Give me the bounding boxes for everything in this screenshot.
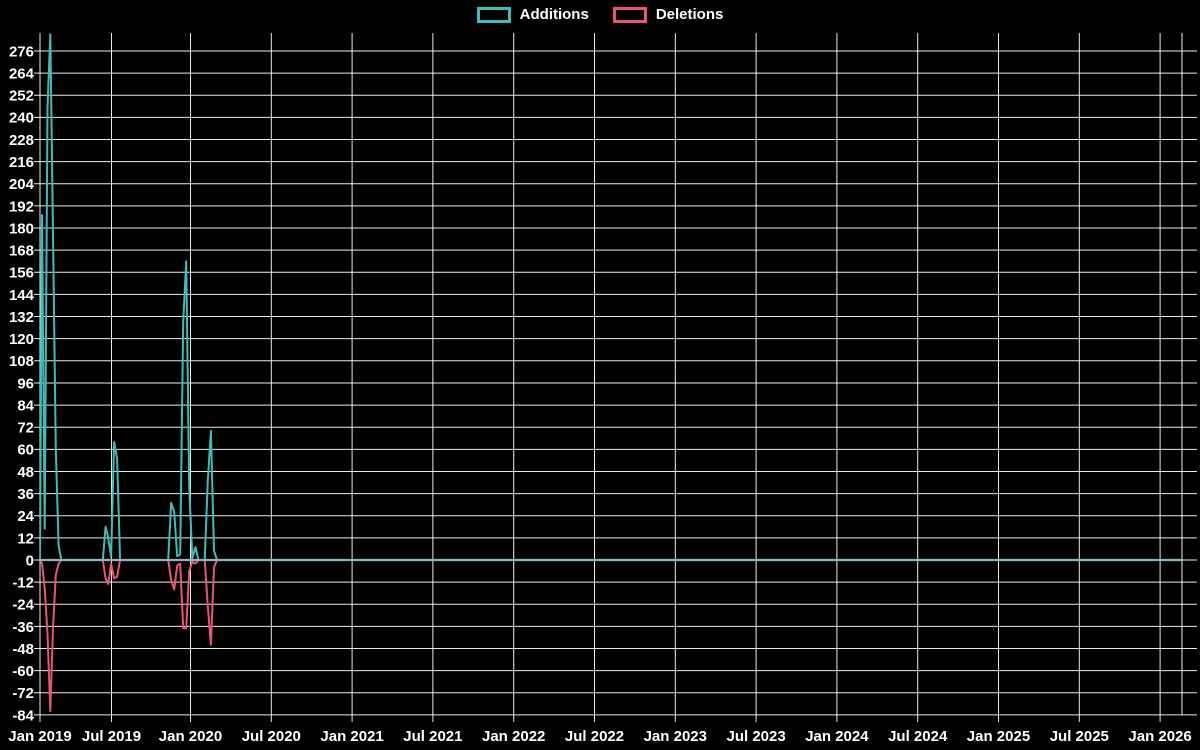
x-axis-label: Jan 2026 bbox=[1128, 728, 1191, 745]
y-axis-label: 264 bbox=[9, 65, 35, 82]
x-axis-label: Jan 2025 bbox=[967, 728, 1030, 745]
y-axis-label: 0 bbox=[26, 552, 34, 569]
y-axis-label: 192 bbox=[9, 198, 34, 215]
y-axis-label: 144 bbox=[9, 287, 35, 304]
y-axis-label: 12 bbox=[17, 530, 34, 547]
x-axis-label: Jul 2022 bbox=[565, 728, 624, 745]
y-axis-label: 84 bbox=[17, 397, 34, 414]
x-axis-label: Jul 2019 bbox=[82, 728, 141, 745]
x-axis-label: Jul 2024 bbox=[888, 728, 948, 745]
y-axis-label: 252 bbox=[9, 88, 34, 105]
y-axis-label: -72 bbox=[12, 685, 34, 702]
y-axis-label: 276 bbox=[9, 43, 34, 60]
y-axis-label: 228 bbox=[9, 132, 34, 149]
deletions-swatch-icon bbox=[612, 6, 647, 23]
additions-line[interactable] bbox=[40, 33, 1181, 561]
y-axis-label: 60 bbox=[17, 442, 34, 459]
deletions-line[interactable] bbox=[40, 559, 1181, 713]
y-axis-label: -48 bbox=[12, 641, 34, 658]
y-axis-label: 168 bbox=[9, 243, 34, 260]
y-axis-label: 132 bbox=[9, 309, 34, 326]
x-axis-label: Jan 2023 bbox=[644, 728, 707, 745]
y-axis-label: 108 bbox=[9, 353, 34, 370]
legend-item-additions[interactable]: Additions bbox=[476, 6, 589, 23]
x-axis-label: Jan 2024 bbox=[805, 728, 869, 745]
gridlines bbox=[34, 33, 1197, 722]
y-axis-label: 216 bbox=[9, 154, 34, 171]
x-axis-label: Jul 2021 bbox=[403, 728, 462, 745]
x-axis-label: Jan 2021 bbox=[320, 728, 383, 745]
y-axis-label: 180 bbox=[9, 220, 34, 237]
y-axis-label: 204 bbox=[9, 176, 35, 193]
x-axis-label: Jul 2020 bbox=[242, 728, 301, 745]
x-axis-labels: Jan 2019 Jul 2019 Jan 2020 Jul 2020 Jan 2021… bbox=[8, 728, 1191, 745]
x-axis-label: Jan 2020 bbox=[159, 728, 222, 745]
y-axis-label: 36 bbox=[17, 486, 34, 503]
y-axis-labels: 2762642522402282162041921801681561441321… bbox=[9, 43, 35, 724]
chart-legend: Additions Deletions bbox=[0, 6, 1200, 23]
x-axis-label: Jul 2023 bbox=[726, 728, 785, 745]
legend-item-deletions[interactable]: Deletions bbox=[612, 6, 724, 23]
y-axis-label: -84 bbox=[12, 707, 34, 724]
y-axis-label: 72 bbox=[17, 420, 34, 437]
y-axis-label: -36 bbox=[12, 619, 34, 636]
y-axis-label: -60 bbox=[12, 663, 34, 680]
y-axis-label: -24 bbox=[12, 597, 34, 614]
y-axis-label: -12 bbox=[12, 575, 34, 592]
x-axis-label: Jul 2025 bbox=[1050, 728, 1109, 745]
y-axis-label: 156 bbox=[9, 265, 34, 282]
additions-swatch-icon bbox=[476, 6, 511, 23]
y-axis-label: 96 bbox=[17, 375, 34, 392]
legend-label-deletions: Deletions bbox=[655, 6, 724, 23]
y-axis-label: 240 bbox=[9, 110, 34, 127]
x-axis-label: Jan 2022 bbox=[482, 728, 545, 745]
y-axis-label: 24 bbox=[17, 508, 34, 525]
y-axis-label: 48 bbox=[17, 464, 34, 481]
y-axis-label: 120 bbox=[9, 331, 34, 348]
legend-label-additions: Additions bbox=[519, 6, 589, 23]
x-axis-label: Jan 2019 bbox=[8, 728, 71, 745]
